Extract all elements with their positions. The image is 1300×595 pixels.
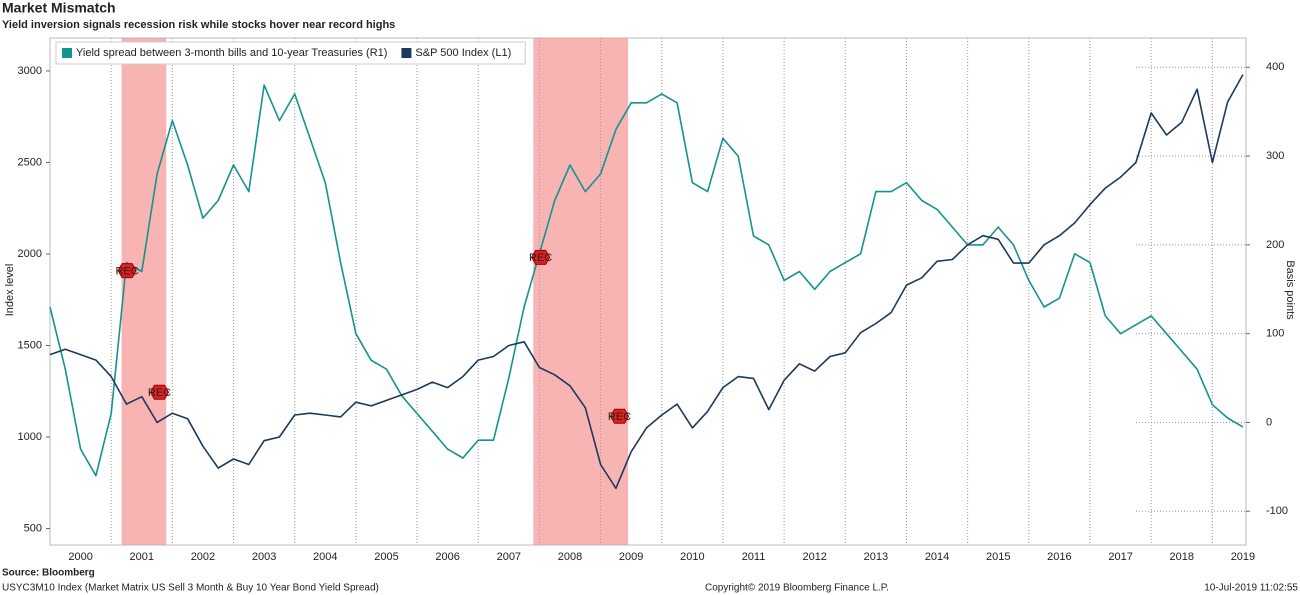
rec-label: REC [148, 387, 171, 399]
y2-tick-label: 300 [1266, 150, 1284, 162]
rec-marker [531, 249, 551, 265]
recession-band [121, 38, 167, 545]
y2-tick-label: 0 [1266, 416, 1272, 428]
x-tick-label: 2002 [191, 551, 215, 563]
y2-tick-label: -100 [1266, 505, 1288, 517]
recession-band [533, 38, 629, 545]
rec-marker [117, 263, 137, 279]
y-tick-label: 3000 [18, 65, 42, 77]
x-tick-label: 2017 [1108, 551, 1132, 563]
x-tick-label: 2007 [497, 551, 521, 563]
y2-tick-label: 100 [1266, 328, 1284, 340]
x-tick-label: 2001 [130, 551, 154, 563]
x-tick-label: 2014 [925, 551, 949, 563]
x-tick-label: 2009 [619, 551, 643, 563]
rec-marker [149, 384, 170, 400]
series-line [49, 74, 1244, 490]
x-tick-label: 2012 [802, 551, 826, 563]
copyright: Copyright© 2019 Bloomberg Finance L.P. [705, 583, 889, 594]
x-tick-label: 2003 [252, 551, 276, 563]
rec-label: REC [115, 266, 138, 278]
footnote: USYC3M10 Index (Market Matrix US Sell 3 … [2, 583, 379, 594]
chart-title: Market Mismatch [2, 0, 116, 16]
chart-subtitle: Yield inversion signals recession risk w… [2, 19, 395, 31]
x-tick-label: 2004 [313, 551, 337, 563]
x-tick-label: 2019 [1231, 551, 1255, 563]
x-tick-label: 2005 [374, 551, 398, 563]
y-tick-label: 2500 [18, 156, 42, 168]
series-line [49, 84, 1244, 477]
y-tick-label: 500 [24, 522, 42, 534]
x-tick-label: 2011 [742, 551, 766, 563]
x-tick-label: 2008 [558, 551, 582, 563]
x-tick-label: 2000 [68, 551, 92, 563]
plot-frame [49, 37, 1247, 546]
x-tick-label: 2015 [986, 551, 1010, 563]
y-tick-label: 1500 [18, 339, 42, 351]
legend-label: Yield spread between 3-month bills and 1… [76, 47, 387, 59]
source: Source: Bloomberg [2, 568, 95, 579]
y2-tick-label: 400 [1266, 61, 1284, 73]
y2-tick-label: 200 [1266, 239, 1284, 251]
rec-marker [609, 408, 630, 424]
y-tick-label: 2000 [18, 248, 42, 260]
rec-label: REC [608, 411, 631, 423]
legend-label: S&P 500 Index (L1) [415, 47, 511, 59]
x-tick-label: 2010 [680, 551, 704, 563]
rec-label: REC [529, 252, 552, 264]
timestamp: 10-Jul-2019 11:02:55 [1204, 583, 1298, 594]
y-axis-label: Index level [4, 264, 16, 317]
y-tick-label: 1000 [18, 431, 42, 443]
legend-swatch [401, 48, 412, 58]
x-tick-label: 2006 [435, 551, 459, 563]
y2-axis-label: Basis points [1284, 260, 1296, 320]
x-tick-label: 2018 [1170, 551, 1194, 563]
x-tick-label: 2013 [864, 551, 888, 563]
legend-box [55, 41, 526, 65]
legend-swatch [62, 48, 72, 58]
x-tick-label: 2016 [1047, 551, 1071, 563]
legend: Yield spread between 3-month bills and 1… [55, 41, 526, 65]
